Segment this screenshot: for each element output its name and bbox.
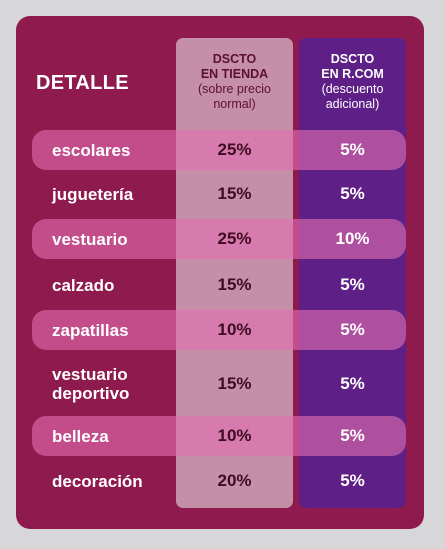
- row-label: decoración: [52, 471, 143, 491]
- online-header-sub2: adicional): [325, 97, 380, 111]
- online-discount-value: 5%: [340, 320, 365, 339]
- table-row: belleza 10% 5%: [32, 416, 406, 456]
- detail-header: DETALLE: [36, 72, 129, 94]
- row-label-line2: deportivo: [52, 384, 130, 403]
- row-label: juguetería: [52, 184, 134, 204]
- store-discount-value: 15%: [217, 275, 252, 294]
- store-header-sub1: (sobre precio: [198, 82, 271, 96]
- row-label-line1: vestuario: [52, 365, 128, 384]
- store-header-line1: DSCTO: [212, 52, 257, 66]
- table-row: vestuario 25% 10%: [32, 219, 406, 259]
- store-header-sub2: normal): [213, 97, 256, 111]
- store-header-line2: EN TIENDA: [200, 67, 269, 81]
- row-label: vestuario: [52, 229, 128, 249]
- row-label: calzado: [52, 275, 115, 295]
- online-discount-value: 5%: [340, 471, 365, 490]
- table-row: vestuario deportivo 15% 5%: [32, 358, 406, 410]
- store-discount-value: 15%: [217, 184, 252, 203]
- online-header-line1: DSCTO: [330, 52, 375, 66]
- store-discount-value: 10%: [217, 426, 252, 445]
- row-label: vestuario deportivo: [52, 365, 129, 403]
- online-discount-header: DSCTO EN R.COM (descuento adicional): [299, 52, 406, 112]
- table-row: zapatillas 10% 5%: [32, 310, 406, 350]
- online-discount-value: 5%: [340, 184, 365, 203]
- table-row: calzado 15% 5%: [32, 265, 406, 305]
- online-discount-value: 10%: [335, 229, 370, 248]
- store-discount-header: DSCTO EN TIENDA (sobre precio normal): [176, 52, 293, 112]
- table-row: juguetería 15% 5%: [32, 174, 406, 214]
- row-label: belleza: [52, 426, 109, 446]
- row-label: escolares: [52, 140, 131, 160]
- online-header-sub1: (descuento: [321, 82, 384, 96]
- online-discount-value: 5%: [340, 374, 365, 393]
- table-row: escolares 25% 5%: [32, 130, 406, 170]
- store-discount-value: 20%: [217, 471, 252, 490]
- store-discount-value: 25%: [217, 140, 252, 159]
- store-discount-value: 15%: [217, 374, 252, 393]
- store-discount-value: 10%: [217, 320, 252, 339]
- row-label: zapatillas: [52, 320, 129, 340]
- online-header-line2: EN R.COM: [321, 67, 384, 81]
- table-row: decoración 20% 5%: [32, 461, 406, 501]
- online-discount-value: 5%: [340, 140, 365, 159]
- store-discount-value: 25%: [217, 229, 252, 248]
- online-discount-value: 5%: [340, 275, 365, 294]
- online-discount-value: 5%: [340, 426, 365, 445]
